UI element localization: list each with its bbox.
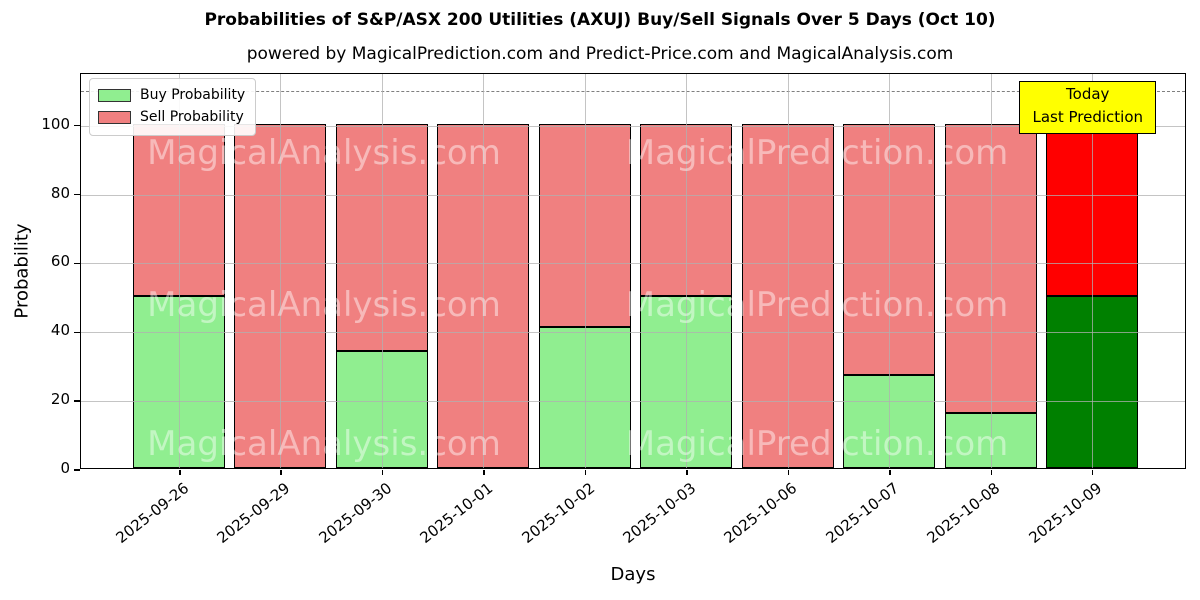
x-tick-label: 2025-09-26 bbox=[112, 479, 193, 547]
x-tick-mark bbox=[686, 470, 688, 475]
x-tick-mark bbox=[280, 470, 282, 475]
horizontal-gridline bbox=[81, 263, 1185, 265]
horizontal-gridline bbox=[81, 125, 1185, 127]
vertical-gridline bbox=[1091, 74, 1093, 468]
vertical-gridline bbox=[381, 74, 383, 468]
x-tick-label: 2025-10-06 bbox=[720, 479, 801, 547]
vertical-gridline bbox=[686, 74, 688, 468]
x-tick-label: 2025-10-09 bbox=[1025, 479, 1106, 547]
x-tick-mark bbox=[179, 470, 181, 475]
y-tick-mark bbox=[74, 331, 80, 333]
x-tick-label: 2025-10-01 bbox=[416, 479, 497, 547]
horizontal-gridline bbox=[81, 401, 1185, 403]
vertical-gridline bbox=[787, 74, 789, 468]
plot-area: Buy Probability Sell Probability Today L… bbox=[74, 73, 1186, 475]
y-tick-label: 40 bbox=[50, 321, 70, 340]
vertical-gridline bbox=[483, 74, 485, 468]
y-tick-mark bbox=[74, 124, 80, 127]
legend: Buy Probability Sell Probability bbox=[89, 78, 257, 137]
vertical-gridline bbox=[990, 74, 992, 468]
horizontal-gridline bbox=[81, 332, 1185, 334]
today-annotation-line1: Today bbox=[1066, 85, 1110, 103]
vertical-gridline bbox=[280, 74, 282, 468]
x-tick-label: 2025-10-07 bbox=[822, 479, 903, 547]
y-tick-label: 60 bbox=[50, 252, 70, 271]
y-tick-label: 80 bbox=[50, 183, 70, 202]
legend-entry-buy: Buy Probability bbox=[98, 85, 245, 107]
chart-subtitle: powered by MagicalPrediction.com and Pre… bbox=[246, 44, 954, 64]
today-annotation-box: Today Last Prediction bbox=[1019, 81, 1156, 134]
vertical-gridline bbox=[889, 74, 891, 468]
x-tick-mark bbox=[483, 470, 485, 475]
x-tick-label: 2025-10-03 bbox=[619, 479, 700, 547]
x-tick-mark bbox=[990, 470, 993, 475]
horizontal-gridline bbox=[81, 194, 1185, 196]
x-tick-mark bbox=[889, 470, 891, 475]
legend-entry-sell: Sell Probability bbox=[98, 107, 245, 129]
x-tick-label: 2025-09-30 bbox=[315, 479, 395, 547]
legend-label-buy: Buy Probability bbox=[140, 87, 246, 103]
y-tick-label: 0 bbox=[60, 459, 70, 477]
x-tick-mark bbox=[1091, 470, 1094, 475]
y-tick-label: 100 bbox=[41, 114, 70, 133]
x-tick-label: 2025-10-02 bbox=[518, 479, 598, 547]
x-tick-label: 2025-09-29 bbox=[213, 479, 294, 547]
today-annotation-line2: Last Prediction bbox=[1032, 108, 1143, 127]
x-tick-mark bbox=[787, 470, 790, 475]
x-axis-label: Days bbox=[610, 564, 656, 585]
y-tick-mark bbox=[74, 469, 80, 471]
vertical-gridline bbox=[179, 74, 180, 468]
x-tick-mark bbox=[381, 470, 384, 475]
vertical-gridline bbox=[584, 74, 586, 468]
y-tick-mark bbox=[74, 193, 80, 196]
y-tick-mark bbox=[74, 400, 80, 402]
y-tick-label: 20 bbox=[50, 390, 70, 409]
y-tick-mark bbox=[74, 262, 80, 265]
x-tick-label: 2025-10-08 bbox=[923, 479, 1004, 547]
y-axis-label: Probability bbox=[11, 223, 33, 319]
x-tick-mark bbox=[584, 470, 587, 475]
sell-color-swatch bbox=[98, 111, 131, 125]
buy-color-swatch bbox=[98, 89, 131, 103]
legend-label-sell: Sell Probability bbox=[140, 108, 244, 125]
reference-dashed-line bbox=[81, 91, 1185, 93]
chart-title: Probabilities of S&P/ASX 200 Utilities (… bbox=[204, 10, 996, 30]
